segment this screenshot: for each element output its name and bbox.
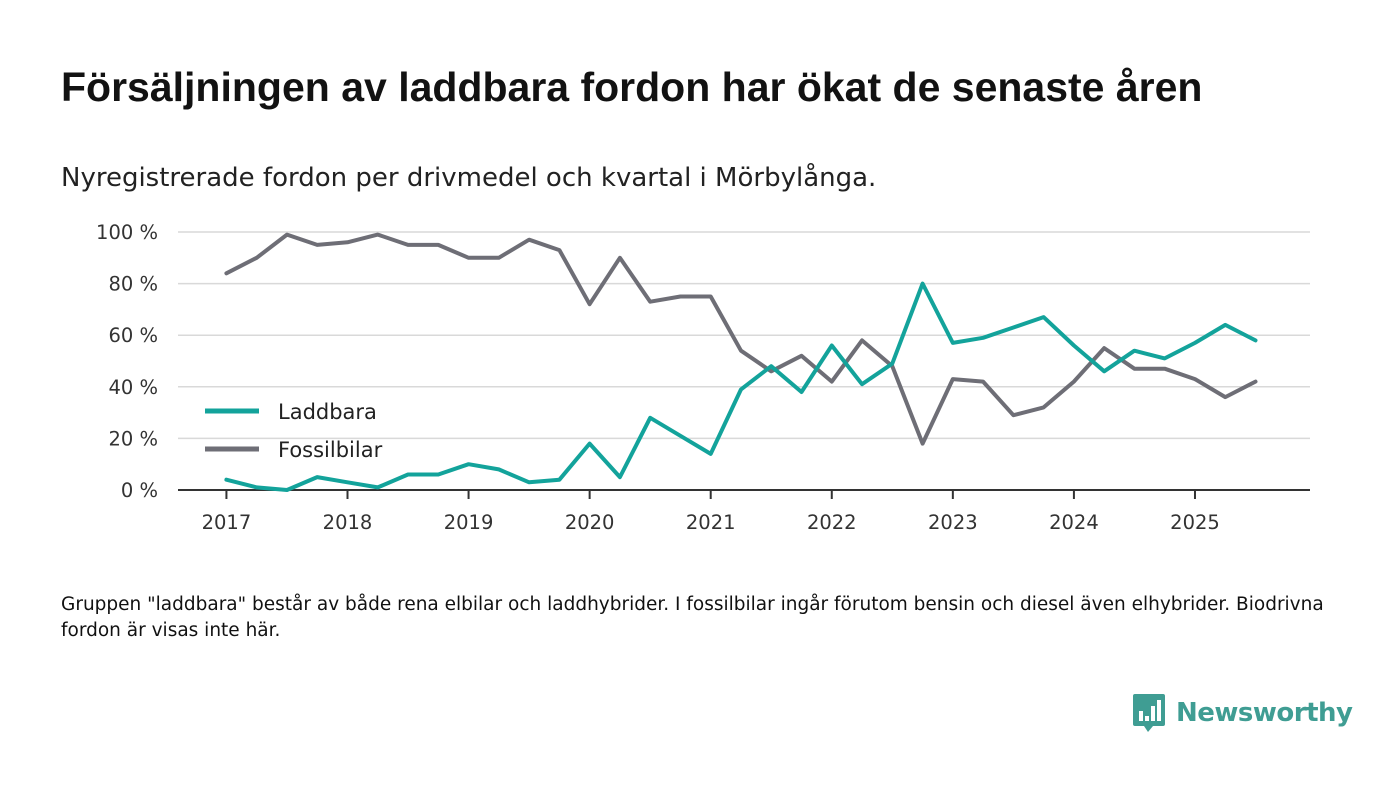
legend-label: Laddbara xyxy=(278,400,377,424)
brand-name: Newsworthy xyxy=(1176,698,1353,728)
x-axis: 2017 2018 2019 2020 2021 2022 2023 2024 2025 xyxy=(178,489,1310,534)
chart-title: Försäljningen av laddbara fordon har öka… xyxy=(61,64,1203,110)
y-tick-label: 0 % xyxy=(121,479,158,502)
series-lines xyxy=(224,232,1258,492)
y-tick-label: 60 % xyxy=(108,324,158,347)
grid-lines xyxy=(178,231,1310,440)
footnote: Gruppen "laddbara" består av både rena e… xyxy=(61,594,1324,641)
series-line-laddbara xyxy=(224,281,1258,492)
x-tick-label: 2022 xyxy=(807,511,857,534)
x-tick-label: 2024 xyxy=(1049,511,1099,534)
y-axis-ticks: 0 % 20 % 40 % 60 % 80 % 100 % xyxy=(96,221,158,502)
y-tick-label: 20 % xyxy=(108,427,158,450)
x-tick-label: 2019 xyxy=(444,511,494,534)
y-tick-label: 40 % xyxy=(108,376,158,399)
x-tick-label: 2021 xyxy=(686,511,736,534)
legend-label: Fossilbilar xyxy=(278,438,383,462)
legend: Laddbara Fossilbilar xyxy=(205,400,383,462)
x-tick-label: 2018 xyxy=(323,511,373,534)
newsworthy-logo-icon xyxy=(1133,694,1165,732)
x-tick-label: 2020 xyxy=(565,511,615,534)
y-tick-label: 80 % xyxy=(108,273,158,296)
series-line-fossilbilar xyxy=(224,232,1258,446)
chart-subtitle: Nyregistrerade fordon per drivmedel och … xyxy=(61,163,877,193)
y-tick-label: 100 % xyxy=(96,221,158,244)
line-chart: 0 % 20 % 40 % 60 % 80 % 100 % 2017 2018 2019 202… xyxy=(96,221,1310,534)
x-tick-label: 2025 xyxy=(1170,511,1220,534)
x-tick-label: 2023 xyxy=(928,511,978,534)
x-tick-label: 2017 xyxy=(202,511,252,534)
brand-logo: Newsworthy xyxy=(1132,692,1353,734)
